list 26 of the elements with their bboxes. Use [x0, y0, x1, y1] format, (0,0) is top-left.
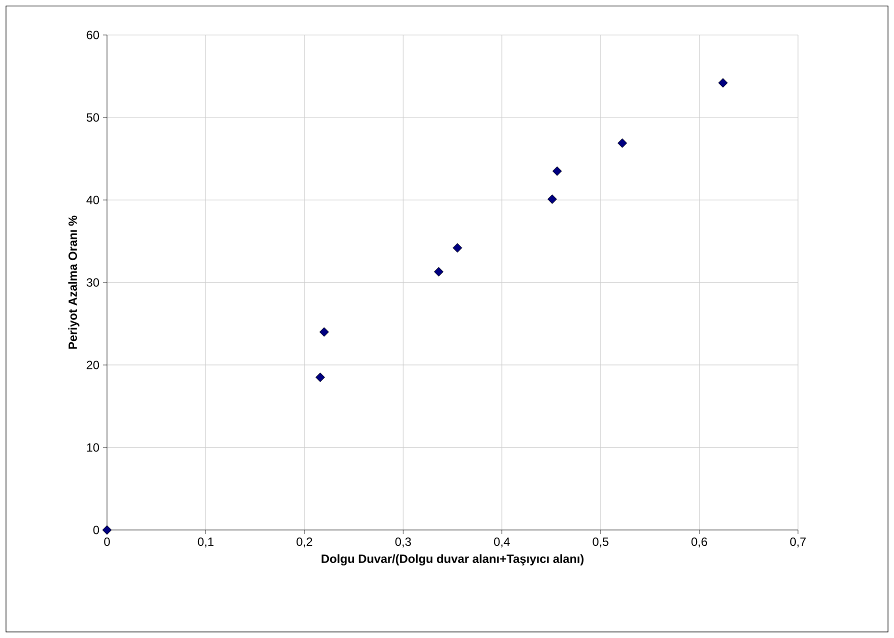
x-tick-label: 0,3	[395, 538, 411, 548]
y-axis-title: Periyot Azalma Oranı %	[68, 216, 80, 349]
y-tick-label: 50	[86, 113, 100, 122]
y-tick-label: 30	[86, 278, 100, 287]
x-tick-label: 0,7	[790, 538, 806, 548]
x-tick-label: 0,5	[592, 538, 608, 548]
point	[618, 138, 628, 148]
x-tick-label: 0,6	[691, 538, 708, 548]
point	[452, 243, 462, 253]
point	[315, 372, 325, 382]
x-axis-title: Dolgu Duvar/(Dolgu duvar alanı+Taşıyıcı alanı)	[322, 554, 584, 566]
y-tick-label: 10	[87, 443, 100, 452]
y-tick-label: 20	[86, 360, 100, 370]
y-tick-label: 40	[86, 196, 100, 204]
point	[547, 194, 557, 204]
point	[434, 267, 444, 277]
point	[552, 166, 562, 176]
y-tick-label: 0	[93, 526, 100, 534]
point	[319, 327, 329, 337]
point	[718, 78, 728, 88]
x-tick-label: 0,1	[198, 538, 214, 548]
y-tick-label: 60	[86, 30, 100, 40]
x-tick-label: 0,2	[296, 538, 312, 548]
x-tick-label: 0	[104, 538, 110, 546]
x-tick-label: 0,4	[494, 538, 510, 548]
point	[102, 525, 112, 535]
